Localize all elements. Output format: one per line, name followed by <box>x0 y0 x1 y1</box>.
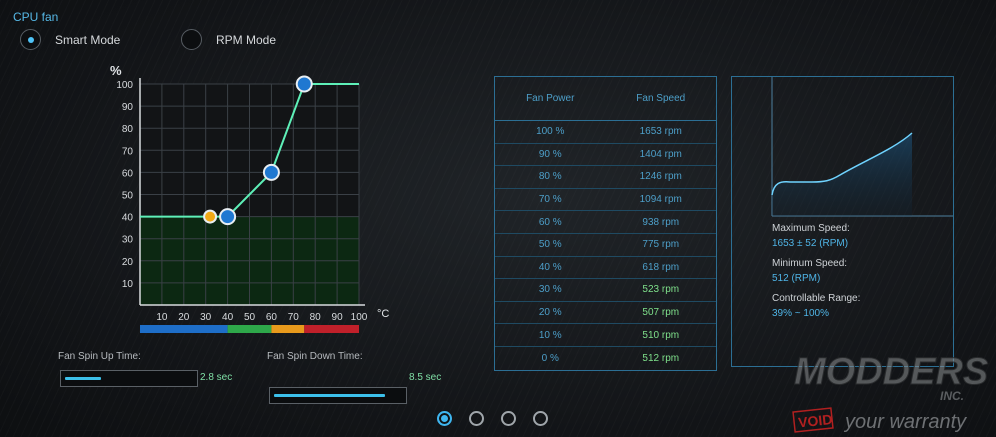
fan-speed-cell: 1094 rpm <box>639 194 682 206</box>
page-dot-2[interactable] <box>469 411 484 426</box>
spin-down-label: Fan Spin Down Time: <box>267 351 363 362</box>
table-row: 80 % 1246 rpm <box>495 166 716 189</box>
table-row: 10 % 510 rpm <box>495 324 716 347</box>
fan-curve-chart[interactable]: % °C 10 20 30 40 50 60 70 80 90 100 10 20 30 40 50 60 70 80… <box>100 55 400 335</box>
rpm-mode-radio[interactable]: RPM Mode <box>181 29 276 50</box>
x-tick-label: 50 <box>244 312 256 323</box>
svg-text:INC.: INC. <box>940 389 964 403</box>
curve-point-handle[interactable] <box>203 209 218 224</box>
table-header: Fan Power Fan Speed <box>495 77 716 121</box>
y-tick-label: 40 <box>122 213 134 224</box>
fan-speed-cell: 1246 rpm <box>639 171 682 183</box>
spin-up-fill <box>65 377 102 380</box>
y-unit-label: % <box>110 63 122 78</box>
fan-power-cell: 20 % <box>538 307 562 319</box>
speed-info-panel: Maximum Speed: 1653 ± 52 (RPM) Minimum S… <box>731 76 954 367</box>
fan-power-cell: 90 % <box>538 148 562 160</box>
y-tick-label: 50 <box>122 191 134 202</box>
x-tick-label: 10 <box>156 312 168 323</box>
x-tick-label: 70 <box>288 312 300 323</box>
fan-power-cell: 60 % <box>538 216 562 228</box>
curve-point-handle[interactable] <box>295 75 313 93</box>
spin-down-fill <box>274 394 385 397</box>
table-row: 90 % 1404 rpm <box>495 144 716 167</box>
y-tick-label: 100 <box>116 80 133 91</box>
temp-zone-bar <box>271 325 305 333</box>
curve-point-handle[interactable] <box>219 208 237 226</box>
table-row: 20 % 507 rpm <box>495 302 716 325</box>
x-tick-label: 40 <box>222 312 234 323</box>
fan-power-cell: 80 % <box>538 171 562 183</box>
curve-point-handle[interactable] <box>262 163 280 181</box>
y-tick-label: 70 <box>122 146 134 157</box>
table-row: 0 % 512 rpm <box>495 347 716 370</box>
range-label: Controllable Range: <box>772 293 861 304</box>
max-speed-value: 1653 ± 52 (RPM) <box>772 238 849 249</box>
header-fan-power: Fan Power <box>526 93 575 104</box>
spin-up-label: Fan Spin Up Time: <box>58 351 141 362</box>
fan-speed-cell: 938 rpm <box>642 216 680 228</box>
spin-down-value: 8.5 sec <box>409 372 442 383</box>
spin-down-slider[interactable] <box>269 387 407 404</box>
table-row: 30 % 523 rpm <box>495 279 716 302</box>
x-tick-label: 80 <box>310 312 322 323</box>
fan-speed-cell: 1404 rpm <box>639 148 682 160</box>
y-tick-label: 80 <box>122 124 134 135</box>
x-tick-label: 100 <box>351 312 368 323</box>
fan-speed-cell: 618 rpm <box>642 261 680 273</box>
temp-zone-bar <box>140 325 228 333</box>
y-tick-label: 60 <box>122 168 134 179</box>
x-tick-label: 30 <box>200 312 212 323</box>
smart-mode-label: Smart Mode <box>55 32 121 47</box>
svg-text:your warranty: your warranty <box>843 411 967 433</box>
x-tick-label: 20 <box>178 312 190 323</box>
min-speed-value: 512 (RPM) <box>772 273 821 284</box>
fan-power-cell: 70 % <box>538 194 562 206</box>
fan-speed-table: Fan Power Fan Speed 100 % 1653 rpm 90 % 140… <box>494 76 717 371</box>
table-row: 70 % 1094 rpm <box>495 189 716 212</box>
fan-speed-cell: 512 rpm <box>642 352 680 364</box>
fan-power-cell: 30 % <box>538 284 562 296</box>
max-speed-label: Maximum Speed: <box>772 223 850 234</box>
page-title: CPU fan <box>13 10 59 24</box>
spin-up-slider[interactable] <box>60 370 198 387</box>
fan-speed-cell: 507 rpm <box>642 307 680 319</box>
page-dot-3[interactable] <box>501 411 516 426</box>
rpm-mode-label: RPM Mode <box>216 32 277 47</box>
fan-speed-cell: 1653 rpm <box>639 126 682 138</box>
page-dot-4[interactable] <box>533 411 548 426</box>
y-tick-label: 30 <box>122 235 134 246</box>
fan-speed-cell: 510 rpm <box>642 329 680 341</box>
fan-speed-cell: 523 rpm <box>642 284 680 296</box>
table-row: 100 % 1653 rpm <box>495 121 716 144</box>
x-tick-label: 60 <box>266 312 278 323</box>
y-tick-label: 20 <box>122 257 134 268</box>
header-fan-speed: Fan Speed <box>636 93 686 104</box>
table-row: 60 % 938 rpm <box>495 211 716 234</box>
radio-selected-icon <box>20 29 41 50</box>
rpm-response-graph <box>771 77 953 217</box>
temp-zone-bar <box>304 325 359 333</box>
table-row: 40 % 618 rpm <box>495 257 716 280</box>
fan-power-cell: 40 % <box>538 261 562 273</box>
range-value: 39% ~ 100% <box>772 308 829 319</box>
min-speed-label: Minimum Speed: <box>772 258 848 269</box>
x-unit-label: °C <box>377 308 389 320</box>
y-tick-label: 10 <box>122 279 134 290</box>
y-tick-label: 90 <box>122 102 134 113</box>
spin-up-value: 2.8 sec <box>200 372 233 383</box>
fan-power-cell: 50 % <box>538 239 562 251</box>
fan-power-cell: 0 % <box>541 352 559 364</box>
fan-power-cell: 10 % <box>538 329 562 341</box>
fan-speed-cell: 775 rpm <box>642 239 680 251</box>
page-dot-1[interactable] <box>437 411 452 426</box>
svg-text:VOID: VOID <box>797 411 833 430</box>
table-row: 50 % 775 rpm <box>495 234 716 257</box>
smart-mode-radio[interactable]: Smart Mode <box>20 29 120 50</box>
fan-power-cell: 100 % <box>536 126 565 138</box>
radio-unselected-icon <box>181 29 202 50</box>
temp-zone-bar <box>227 325 272 333</box>
x-tick-label: 90 <box>332 312 344 323</box>
